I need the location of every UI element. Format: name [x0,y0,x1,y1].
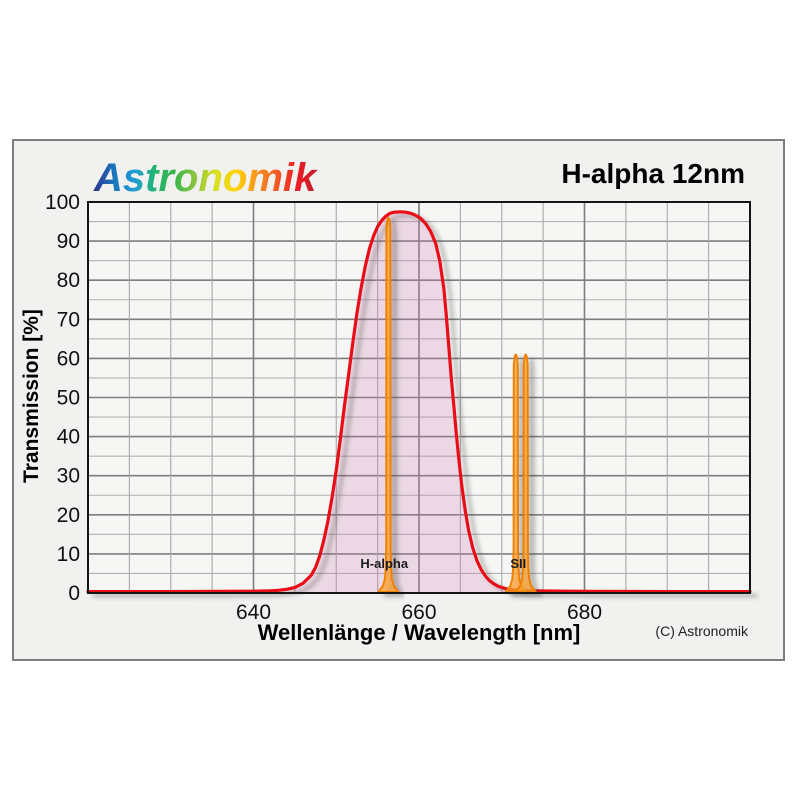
y-tick-label: 10 [57,543,80,566]
y-tick-label: 70 [57,308,80,331]
brand-logo: Astronomik [93,156,318,200]
plot-border [87,201,751,594]
emission-spike [514,353,537,593]
x-tick-label: 660 [401,601,436,624]
emission-spike [377,216,400,593]
y-tick-label: 80 [57,269,80,292]
annotation-label: SII [510,556,526,571]
y-tick-label: 60 [57,347,80,370]
emission-line-group [377,216,400,593]
y-tick-label: 0 [68,582,80,605]
x-axis-title: Wellenlänge / Wavelength [nm] [257,620,581,645]
copyright-note: (C) Astronomik [655,623,748,639]
y-tick-label: 20 [57,504,80,527]
y-tick-label: 100 [45,191,80,214]
emission-line-group [504,353,537,593]
y-axis-title: Transmission [%] [20,309,43,483]
chart-title: H-alpha 12nm [561,158,745,189]
y-tick-label: 90 [57,230,80,253]
y-tick-label: 40 [57,426,80,449]
transmission-curve [86,210,752,594]
transmission-chart: 0 10 20 30 40 50 60 70 80 90 100 640 660 680 H-alpha S… [45,191,752,624]
x-tick-label: 680 [567,601,602,624]
x-tick-label: 640 [236,601,271,624]
y-tick-label: 30 [57,465,80,488]
y-tick-label: 50 [57,387,80,410]
transmission-fill [88,211,750,594]
brand-logo-text: Astronomik [93,156,318,200]
annotation-label: H-alpha [360,556,408,571]
